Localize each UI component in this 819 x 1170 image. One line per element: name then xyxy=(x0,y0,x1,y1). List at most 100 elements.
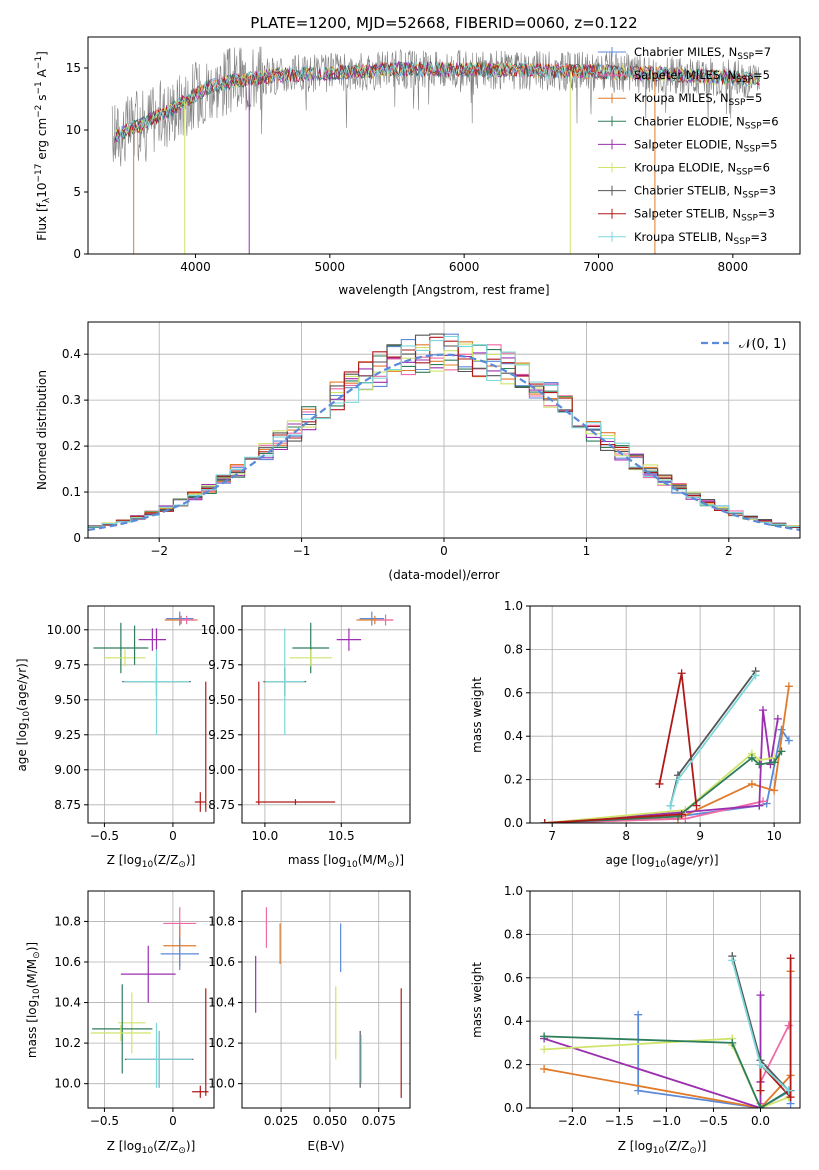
y-tick-label: 8.75 xyxy=(208,798,235,812)
weight-point xyxy=(759,706,768,715)
y-tick-label: 10.4 xyxy=(54,996,81,1010)
y-tick-label: 10.00 xyxy=(47,623,81,637)
x-tick-label: −0.5 xyxy=(90,1114,119,1128)
y-tick-label: 5 xyxy=(73,185,81,199)
y-tick-label: 0.4 xyxy=(504,729,523,743)
weight-point xyxy=(634,1010,643,1019)
y-tick-label: 10.6 xyxy=(54,955,81,969)
weight-point xyxy=(692,801,701,810)
y-tick-label: 10.8 xyxy=(208,914,235,928)
y-tick-label: 0 xyxy=(73,531,81,545)
y-axis-label: mass weight xyxy=(470,962,484,1038)
y-tick-label: 10.0 xyxy=(208,1077,235,1091)
x-tick-label: −1 xyxy=(293,544,311,558)
x-axis-label: (data-model)/error xyxy=(388,568,499,582)
y-tick-label: 0.4 xyxy=(62,347,81,361)
axes-frame xyxy=(87,605,215,824)
weight-line xyxy=(544,1035,790,1108)
spectrum-legend: Chabrier MILES, NSSP=7 Salpeter MILES, NS… xyxy=(598,45,779,247)
y-tick-label: 10.0 xyxy=(54,1077,81,1091)
weight-point xyxy=(751,671,760,680)
y-axis-label: mass [log10(M/M⊙)] xyxy=(25,942,42,1058)
weight-point xyxy=(540,819,549,823)
x-tick-label: −2.0 xyxy=(558,1114,587,1128)
figure-title: PLATE=1200, MJD=52668, FIBERID=0060, z=0… xyxy=(250,14,637,32)
x-tick-label: −1.5 xyxy=(605,1114,634,1128)
weight-vs-age-axes: 7 8 9 10 0.0 0.2 0.4 0.6 0.8 1.0 age [log10(age/yr… xyxy=(470,599,801,870)
weight-point xyxy=(540,1045,549,1054)
weight-point xyxy=(784,736,793,745)
legend-entry: Chabrier MILES, NSSP=7 xyxy=(634,45,771,62)
weight-point xyxy=(773,714,782,723)
y-axis-label: age [log10(age/yr)] xyxy=(15,658,32,771)
weight-point xyxy=(666,801,675,810)
x-tick-label: 7 xyxy=(548,829,556,843)
y-tick-label: 10.2 xyxy=(54,1036,81,1050)
y-tick-label: 9.75 xyxy=(54,658,81,672)
x-axis-label: E(B-V) xyxy=(307,1139,344,1153)
weight-point xyxy=(747,779,756,788)
x-axis-label: mass [log10(M/M⊙)] xyxy=(288,853,404,870)
x-axis-label: age [log10(age/yr)] xyxy=(605,853,718,870)
weight-point xyxy=(747,753,756,762)
y-tick-label: 0 xyxy=(73,247,81,261)
weight-line xyxy=(543,995,762,1108)
legend-entry: Chabrier STELIB, NSSP=3 xyxy=(634,184,776,201)
y-tick-label: 9.50 xyxy=(54,693,81,707)
x-tick-label: 9 xyxy=(696,829,704,843)
spectrum-plot-area xyxy=(111,46,761,254)
mass-vs-z-plot-area xyxy=(90,907,209,1098)
x-tick-label: 0.075 xyxy=(362,1114,396,1128)
x-axis-label: wavelength [Angstrom, rest frame] xyxy=(338,283,549,297)
age-vs-mass-axes: 10.0 10.5 8.75 9.00 9.25 9.50 9.75 10.00 mass [l… xyxy=(201,605,411,870)
y-tick-label: 0.2 xyxy=(62,439,81,453)
y-tick-label: 0.6 xyxy=(504,971,523,985)
weight-point xyxy=(784,1021,793,1030)
y-tick-label: 9.25 xyxy=(54,728,81,742)
x-tick-label: 1 xyxy=(583,544,591,558)
y-tick-label: 9.00 xyxy=(208,763,235,777)
weight-point xyxy=(756,1060,765,1069)
x-tick-label: 0 xyxy=(169,829,177,843)
x-tick-label: 6000 xyxy=(449,260,480,274)
x-tick-label: 10.5 xyxy=(328,829,355,843)
legend-entry: Salpeter STELIB, NSSP=3 xyxy=(634,207,775,224)
x-tick-label: 8 xyxy=(622,829,630,843)
weight-point xyxy=(770,786,779,795)
x-axis-label: Z [log10(Z/Z⊙)] xyxy=(107,853,196,870)
mass-vs-ebv-plot-area xyxy=(255,907,402,1098)
age-vs-z-plot-area xyxy=(93,611,207,812)
age-vs-mass-plot-area xyxy=(255,611,394,805)
y-tick-label: 0.8 xyxy=(504,927,523,941)
y-tick-label: 0.1 xyxy=(62,485,81,499)
y-axis-label: mass weight xyxy=(470,677,484,753)
normal-curve xyxy=(88,353,800,531)
axes-frame xyxy=(529,605,801,824)
weight-line xyxy=(759,958,792,1100)
mass-vs-z-axes: −0.5 0 10.0 10.2 10.4 10.6 10.8 Z [log10(Z/Z⊙)]… xyxy=(25,890,215,1156)
weight-line xyxy=(544,752,775,823)
y-tick-label: 10.00 xyxy=(201,623,235,637)
weight-point xyxy=(655,779,664,788)
y-tick-label: 10 xyxy=(66,123,81,137)
spectrum-axes: 4000 5000 6000 7000 8000 0 5 10 15 Chabrier MILES… xyxy=(34,36,801,297)
x-axis-label: Z [log10(Z/Z⊙)] xyxy=(107,1139,196,1156)
weight-point xyxy=(755,760,764,769)
x-tick-label: 2 xyxy=(725,544,733,558)
x-tick-label: −0.5 xyxy=(699,1114,728,1128)
axes-frame xyxy=(87,36,801,255)
weight-point xyxy=(673,775,682,784)
weight-point xyxy=(777,747,786,756)
y-tick-label: 0.6 xyxy=(504,686,523,700)
y-tick-label: 10.8 xyxy=(54,914,81,928)
weight-point xyxy=(677,810,686,819)
y-tick-label: 0.0 xyxy=(504,1101,523,1115)
weight-point xyxy=(786,1093,795,1102)
weight-point xyxy=(540,1032,549,1041)
x-tick-label: 4000 xyxy=(180,260,211,274)
weight-line xyxy=(544,750,783,823)
residual-histogram xyxy=(88,335,800,528)
weight-point xyxy=(756,991,765,1000)
age-vs-z-axes: −0.5 0 8.75 9.00 9.25 9.50 9.75 10.00 Z [log10(Z… xyxy=(15,605,215,870)
axes-frame xyxy=(241,890,411,1109)
